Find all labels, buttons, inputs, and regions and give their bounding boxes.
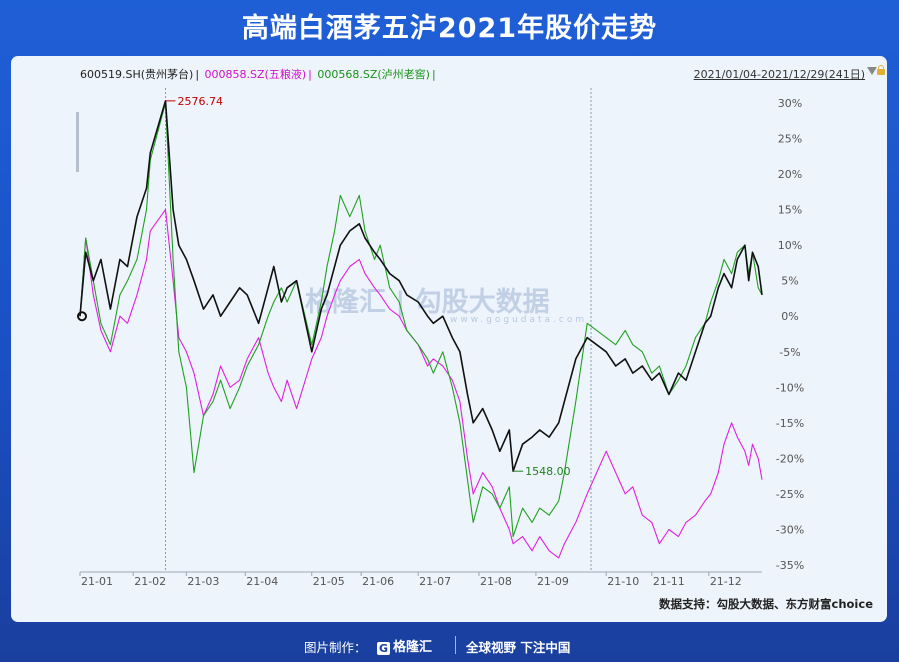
y-tick-label: 15%: [778, 204, 802, 217]
y-tick-label: -20%: [776, 452, 804, 465]
series-line-2: [79, 102, 763, 538]
y-tick-label: 0%: [781, 310, 798, 323]
data-source-note: 数据支持：勾股大数据、东方财富choice: [659, 597, 873, 611]
origin-marker: [77, 311, 87, 322]
watermark-url: www.gogudata.com: [450, 315, 588, 325]
legend-wuliangye[interactable]: 000858.SZ(五粮液): [204, 68, 307, 81]
gelonghui-logo-icon: G: [377, 642, 390, 655]
lock-icon[interactable]: [877, 65, 885, 75]
x-tick-label: 21-06: [362, 575, 394, 588]
series-line-0: [79, 100, 763, 472]
y-tick-label: -30%: [776, 523, 804, 536]
footer-bar: 图片制作： G 格隆汇 全球视野 下注中国: [0, 632, 899, 662]
x-tick-label: 21-03: [187, 575, 219, 588]
x-tick-label: 21-09: [537, 575, 569, 588]
y-tick-label: -35%: [776, 559, 804, 572]
y-tick-label: 10%: [778, 239, 802, 252]
chart-panel: [11, 56, 887, 622]
x-tick-label: 21-12: [710, 575, 742, 588]
annotation-label: 1548.00: [525, 465, 571, 478]
watermark-logo: 格隆汇 | 勾股大数据: [305, 287, 550, 318]
date-range-selector[interactable]: 2021/01/04-2021/12/29(241日): [693, 68, 865, 81]
y-tick-label: -15%: [776, 417, 804, 430]
footer-made-by: 图片制作：: [304, 640, 367, 655]
y-tick-label: -5%: [779, 346, 800, 359]
legend-luzhou[interactable]: 000568.SZ(泸州老窖): [317, 68, 430, 81]
legend-separator: |: [431, 68, 436, 81]
y-tick-label: -25%: [776, 488, 804, 501]
y-tick-label: 25%: [778, 133, 802, 146]
scroll-handle: [76, 112, 79, 172]
legend-separator: |: [195, 68, 200, 81]
y-tick-label: 30%: [778, 97, 802, 110]
x-tick-label: 21-05: [313, 575, 345, 588]
x-tick-label: 21-02: [134, 575, 166, 588]
x-tick-label: 21-10: [607, 575, 639, 588]
chart-legend: 600519.SH(贵州茅台) | 000858.SZ(五粮液) | 000568.…: [80, 66, 438, 82]
legend-maotai[interactable]: 600519.SH(贵州茅台): [80, 68, 194, 81]
footer-logo: G 格隆汇: [377, 636, 432, 655]
x-tick-label: 21-08: [480, 575, 512, 588]
y-tick-label: 20%: [778, 168, 802, 181]
series-line-1: [79, 209, 763, 559]
page-title: 高端白酒茅五泸2021年股价走势: [241, 13, 658, 44]
dropdown-triangle-icon[interactable]: [867, 67, 877, 75]
x-tick-label: 21-11: [653, 575, 685, 588]
x-tick-label: 21-04: [246, 575, 278, 588]
footer-divider: [455, 636, 456, 654]
annotation-label: 2576.74: [177, 95, 223, 108]
x-tick-label: 21-07: [419, 575, 451, 588]
y-tick-label: 5%: [781, 275, 798, 288]
footer-slogan: 全球视野 下注中国: [466, 640, 571, 655]
y-tick-label: -10%: [776, 381, 804, 394]
footer-logo-text: 格隆汇: [393, 640, 433, 655]
legend-separator: |: [308, 68, 312, 81]
x-tick-label: 21-01: [81, 575, 113, 588]
